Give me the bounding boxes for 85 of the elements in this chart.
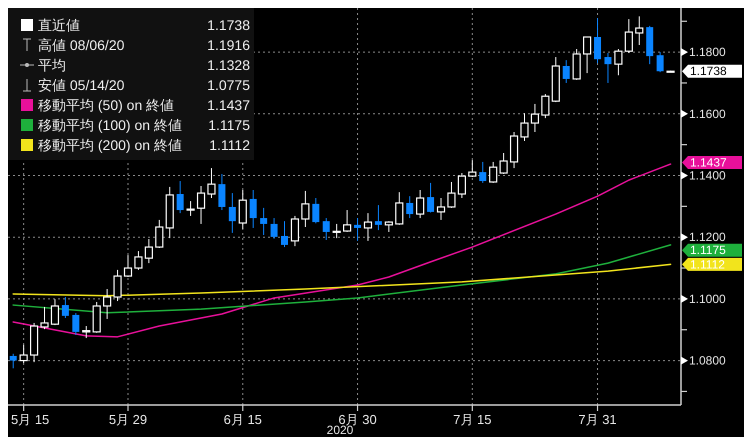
candlestick — [406, 196, 414, 219]
candlestick — [196, 185, 206, 224]
candlestick — [416, 189, 424, 219]
candlestick — [447, 181, 456, 208]
candlestick — [582, 36, 592, 74]
candlestick — [10, 353, 17, 369]
candlestick — [207, 168, 216, 199]
candlestick — [322, 218, 330, 240]
x-tick-label: 5月 15 — [11, 412, 50, 427]
y-tick-label: 1.1000 — [689, 292, 726, 306]
candlestick — [624, 18, 633, 54]
candlestick — [40, 306, 49, 330]
text: 直近値 — [38, 17, 80, 33]
legend-label: 移動平均 (100) on 終値 — [38, 117, 182, 133]
candlestick — [250, 189, 257, 228]
candlestick — [354, 218, 362, 242]
candlestick — [541, 94, 550, 119]
data-label: 1.1112 — [690, 257, 726, 272]
candlestick — [656, 52, 664, 73]
candlestick — [301, 190, 310, 228]
candlestick — [281, 220, 288, 248]
candlestick — [436, 198, 446, 220]
text: 平均 1.1328 — [38, 57, 250, 73]
text: 高値 08/06/20 1.1916 — [38, 37, 250, 53]
line-series — [12, 163, 672, 338]
candlestick — [530, 103, 540, 133]
candlestick — [374, 204, 382, 231]
text: 1.1175 — [208, 117, 250, 133]
candlestick — [343, 210, 352, 232]
candlestick — [594, 18, 602, 64]
candlestick — [395, 192, 404, 226]
candlestick — [218, 173, 226, 211]
candlestick — [384, 220, 393, 232]
candlestick — [427, 182, 434, 214]
y-tick-label: 1.1600 — [689, 106, 726, 121]
candlestick — [468, 160, 476, 178]
annotation: 1.1738 — [207, 17, 250, 33]
candlestick — [614, 48, 622, 76]
text: 安値 05/14/20 1.0775 — [38, 77, 250, 93]
candlestick — [124, 254, 132, 278]
data-label: 1.1437 — [690, 156, 728, 170]
candlestick — [520, 112, 529, 142]
candlestick — [479, 161, 486, 184]
text: 1.1112 — [209, 137, 250, 153]
candlestick — [50, 298, 60, 326]
candlestick — [62, 296, 69, 319]
candlestick — [113, 269, 122, 302]
candlestick — [186, 200, 195, 216]
x-tick-label: 6月 30 — [338, 412, 377, 427]
x-tick-label: 7月 15 — [453, 412, 492, 427]
y-tick-label: 1.1200 — [689, 230, 726, 244]
legend-label: 移動平均 (200) on 終値 — [38, 137, 182, 153]
candlestick — [103, 288, 112, 320]
line-series — [12, 244, 672, 314]
candlestick — [134, 250, 143, 270]
x-tick-label: 7月 31 — [578, 412, 617, 427]
legend-label: 移動平均 (50) on 終値 — [38, 97, 174, 113]
y-tick-label: 1.1400 — [689, 168, 726, 182]
candlestick — [72, 312, 80, 336]
candlestick — [176, 180, 184, 214]
candlestick — [332, 223, 341, 239]
candlestick — [489, 161, 498, 184]
candlestick — [144, 238, 153, 264]
candlestick — [364, 212, 372, 242]
candlestick — [635, 16, 644, 46]
candlestick — [500, 152, 508, 174]
candlestick — [290, 215, 300, 247]
candlestick — [458, 172, 466, 199]
data-label: 1.1175 — [690, 243, 726, 258]
candlestick — [228, 192, 236, 234]
candlestick — [604, 52, 612, 84]
x-tick-label: 5月 29 — [108, 412, 148, 427]
y-tick-label: 1.1800 — [689, 45, 726, 60]
y-tick-label: 1.0800 — [689, 354, 726, 368]
candlestick — [260, 207, 268, 236]
candlestick — [155, 219, 164, 248]
candlestick — [312, 198, 320, 224]
candlestick — [238, 189, 247, 230]
x-tick-label: 6月 15 — [224, 412, 262, 427]
candlestick — [82, 326, 90, 339]
candlestick — [270, 218, 278, 240]
candlestick — [20, 344, 28, 364]
text: 1.1738 — [690, 64, 727, 78]
text: 1.1437 — [207, 97, 250, 113]
candlestick — [562, 60, 570, 84]
